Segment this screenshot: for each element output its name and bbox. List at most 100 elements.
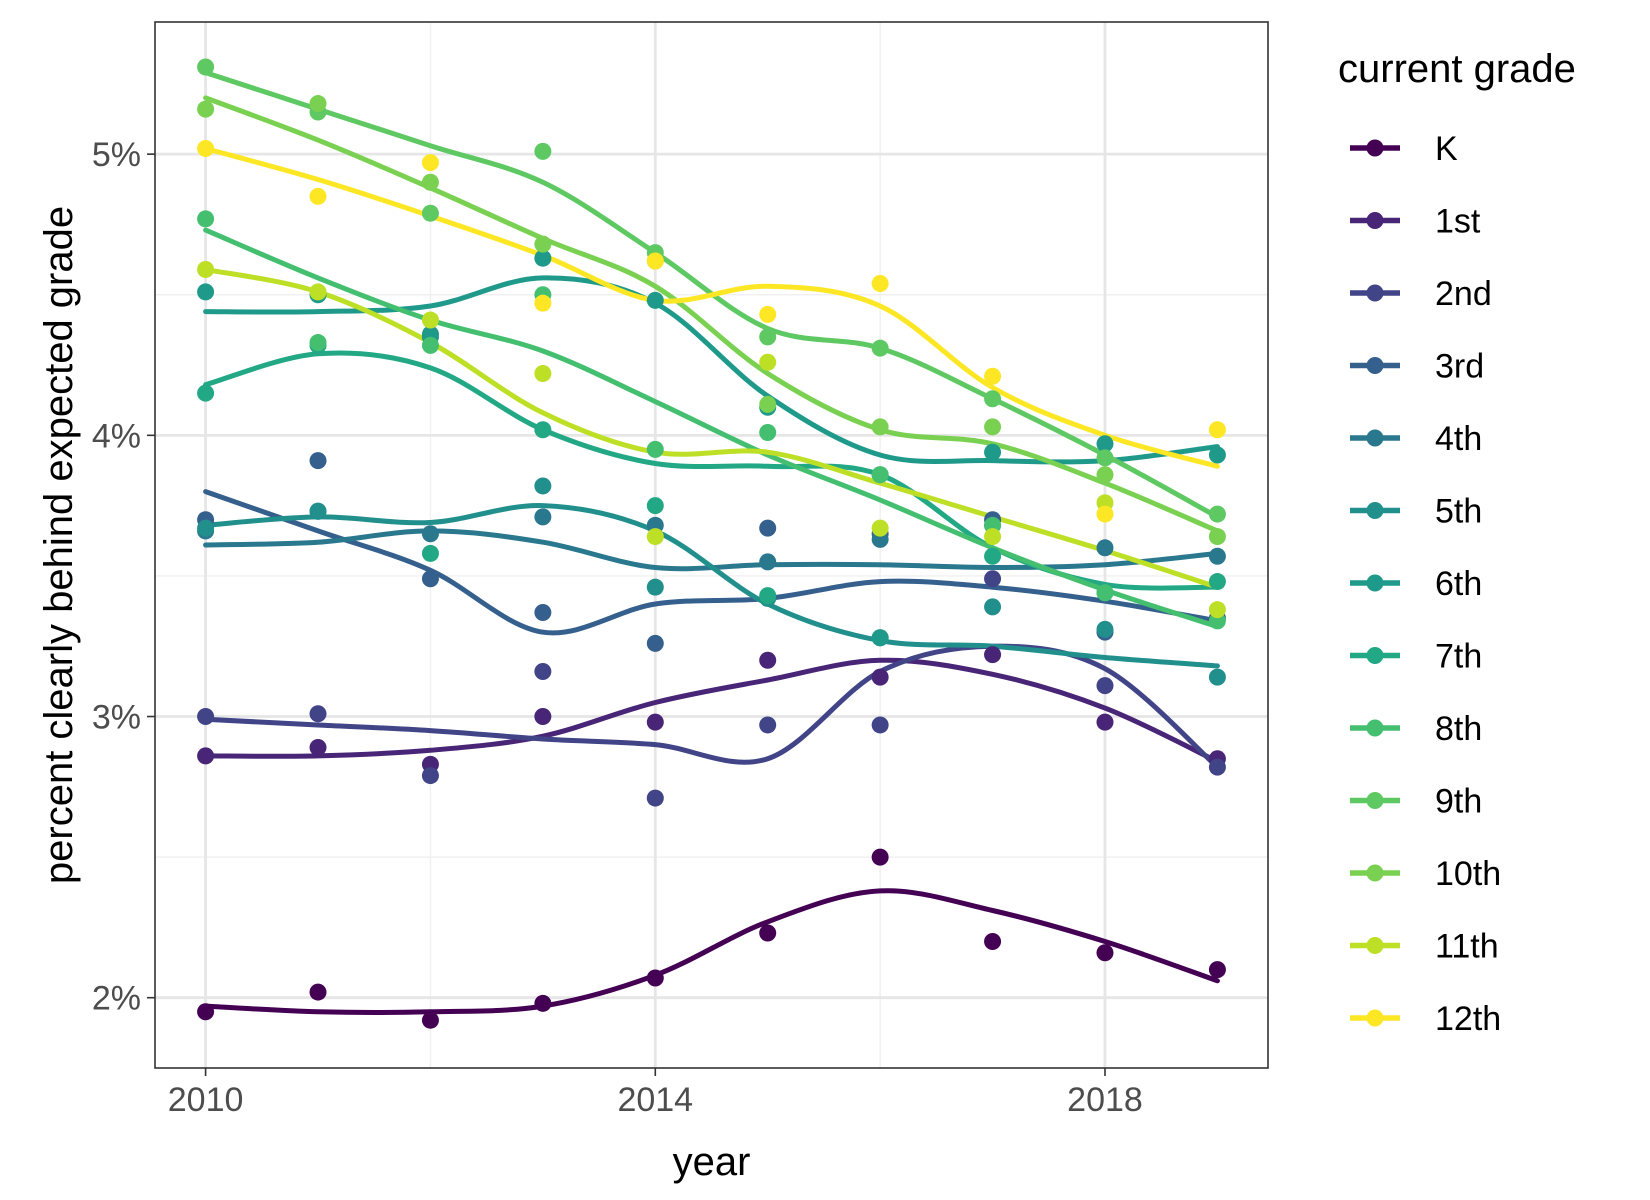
legend-item-6th: 6th — [1350, 565, 1482, 603]
data-point-7th — [197, 384, 215, 402]
data-point-3rd — [534, 603, 552, 621]
data-point-k — [421, 1011, 439, 1029]
data-point-9th — [871, 339, 889, 357]
data-point-9th — [1208, 505, 1226, 523]
data-point-11th — [984, 528, 1002, 546]
legend-label: K — [1435, 130, 1458, 168]
data-point-5th — [1096, 620, 1114, 638]
data-point-2nd — [197, 708, 215, 726]
data-point-2nd — [309, 705, 327, 723]
data-point-3rd — [421, 570, 439, 588]
data-point-9th — [421, 204, 439, 222]
data-point-10th — [1208, 528, 1226, 546]
data-point-10th — [197, 100, 215, 118]
data-point-5th — [646, 578, 664, 596]
data-point-k — [984, 932, 1002, 950]
x-tick-label: 2014 — [617, 1081, 693, 1119]
data-point-6th — [1096, 435, 1114, 453]
data-point-4th — [759, 553, 777, 571]
legend-label: 9th — [1435, 783, 1482, 821]
data-point-8th — [309, 334, 327, 352]
data-point-12th — [984, 367, 1002, 385]
data-point-4th — [534, 508, 552, 526]
trend-line-9th — [203, 70, 1220, 520]
data-point-9th — [1096, 449, 1114, 467]
legend-label: 10th — [1435, 855, 1501, 893]
legend-item-11th: 11th — [1350, 928, 1499, 966]
data-point-k — [759, 924, 777, 942]
data-point-1st — [871, 668, 889, 686]
data-point-8th — [646, 440, 664, 458]
data-point-1st — [197, 747, 215, 765]
data-point-3rd — [759, 519, 777, 537]
data-point-10th — [871, 418, 889, 436]
data-point-k — [534, 994, 552, 1012]
legend-key-point — [1366, 139, 1384, 157]
data-point-k — [1208, 961, 1226, 979]
y-tick-label: 3% — [92, 699, 141, 737]
legend-label: 1st — [1435, 203, 1481, 241]
data-point-11th — [309, 283, 327, 301]
trend-line-3rd — [203, 489, 1220, 636]
legend-label: 6th — [1435, 565, 1482, 603]
data-point-6th — [646, 291, 664, 309]
data-point-2nd — [534, 663, 552, 681]
data-point-5th — [309, 502, 327, 520]
data-point-7th — [421, 544, 439, 562]
data-point-8th — [197, 210, 215, 228]
data-point-3rd — [646, 634, 664, 652]
data-point-2nd — [871, 716, 889, 734]
data-point-2nd — [421, 767, 439, 785]
data-point-k — [197, 1003, 215, 1021]
data-point-7th — [1208, 573, 1226, 591]
legend-item-5th: 5th — [1350, 493, 1482, 531]
x-tick-label: 2018 — [1067, 1081, 1143, 1119]
legend-key-point — [1366, 864, 1384, 882]
data-point-10th — [759, 395, 777, 413]
data-point-1st — [309, 738, 327, 756]
x-tick-label: 2010 — [168, 1081, 244, 1119]
legend-label: 7th — [1435, 638, 1482, 676]
data-point-5th — [1208, 668, 1226, 686]
data-point-9th — [759, 328, 777, 346]
trend-line-11th — [203, 266, 1220, 590]
data-point-12th — [1096, 505, 1114, 523]
data-point-10th — [1096, 466, 1114, 484]
data-point-12th — [534, 294, 552, 312]
legend: current grade K 1st 2nd 3rd 4th 5th 6th 7th 8th 9… — [1338, 47, 1576, 1038]
legend-label: 11th — [1435, 928, 1499, 966]
legend-item-10th: 10th — [1350, 855, 1501, 893]
data-point-2nd — [984, 570, 1002, 588]
data-point-11th — [197, 260, 215, 278]
data-point-11th — [871, 519, 889, 537]
trend-line-k — [203, 888, 1220, 1015]
legend-label: 8th — [1435, 710, 1482, 748]
data-point-6th — [1208, 446, 1226, 464]
data-point-9th — [534, 142, 552, 160]
data-point-9th — [984, 390, 1002, 408]
legend-item-k: K — [1350, 130, 1458, 168]
data-point-7th — [759, 587, 777, 605]
trend-lines — [203, 70, 1220, 1015]
data-point-10th — [534, 235, 552, 253]
data-point-1st — [534, 708, 552, 726]
y-tick-label: 2% — [92, 980, 141, 1018]
data-point-7th — [534, 421, 552, 439]
data-point-8th — [759, 424, 777, 442]
legend-key-point — [1366, 937, 1384, 954]
legend-label: 2nd — [1435, 275, 1492, 313]
x-axis-title: year — [673, 1140, 751, 1184]
legend-key-point — [1366, 647, 1384, 664]
data-point-5th — [534, 477, 552, 495]
legend-key-point — [1366, 1009, 1384, 1027]
legend-title: current grade — [1338, 47, 1576, 91]
legend-item-8th: 8th — [1350, 710, 1482, 748]
data-point-11th — [759, 353, 777, 371]
y-axis-title: percent clearly behind expected grade — [37, 206, 81, 884]
data-point-2nd — [1208, 758, 1226, 776]
legend-key-point — [1366, 574, 1384, 592]
legend-item-3rd: 3rd — [1350, 348, 1484, 386]
data-point-k — [646, 969, 664, 987]
legend-item-2nd: 2nd — [1350, 275, 1492, 313]
legend-item-9th: 9th — [1350, 783, 1482, 821]
